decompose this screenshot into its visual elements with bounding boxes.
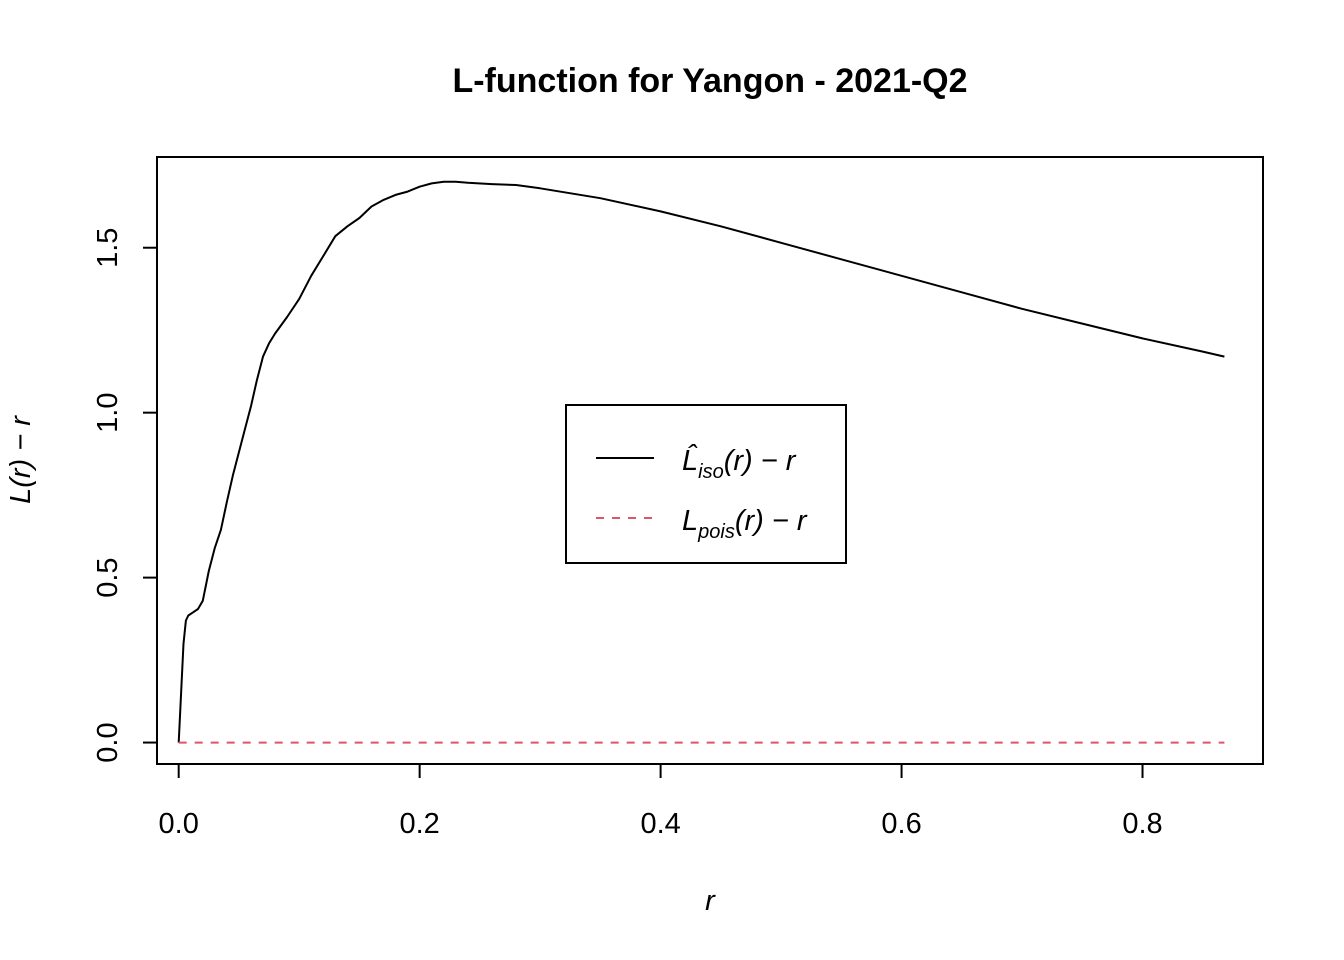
y-axis-label: L(r) − r [5,415,37,504]
x-axis-label: r [705,885,716,917]
legend-entry: L̂iso(r) − r [682,444,797,483]
series-layer [177,180,1225,744]
chart-title: L-function for Yangon - 2021-Q2 [452,62,967,100]
legend-entry-subscript: iso [698,461,724,483]
legend-entry-rest: (r) − r [735,505,808,537]
x-tick-label: 0.4 [640,808,680,840]
legend-entry: Lpois(r) − r [682,505,808,543]
y-tick-label: 0.5 [92,557,124,597]
y-tick-label: 1.0 [92,393,124,433]
x-tick-label: 0.8 [1122,808,1162,840]
legend-entry-subscript: pois [697,521,735,543]
legend-box [565,404,847,564]
y-axis: 0.0 0.5 1.0 1.5 [92,228,158,763]
legend-entry-rest: (r) − r [724,445,797,477]
series-line-l-iso [177,180,1225,743]
y-tick-label: 0.0 [92,722,124,762]
y-tick-label: 1.5 [92,228,124,268]
x-axis: 0.0 0.2 0.4 0.6 0.8 [159,763,1163,840]
legend-entry-main: L [682,505,698,537]
x-tick-label: 0.2 [399,808,439,840]
legend-entry-main: L̂ [682,444,698,477]
x-tick-label: 0.6 [881,808,921,840]
x-tick-label: 0.0 [159,808,199,840]
